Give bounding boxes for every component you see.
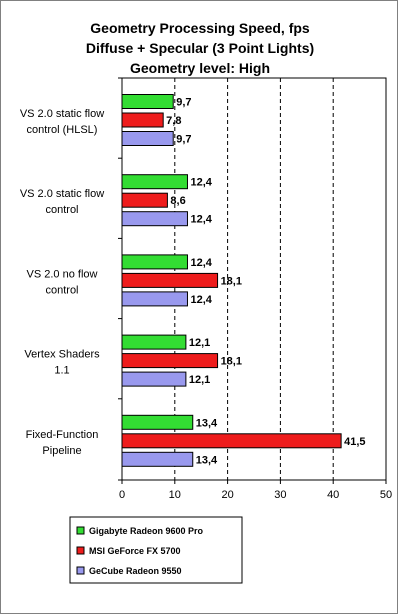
data-label-1-0: 12,4 bbox=[190, 177, 212, 189]
bar-1-2 bbox=[121, 211, 188, 227]
bar-1-0 bbox=[121, 174, 188, 190]
legend-label-0: Gigabyte Radeon 9600 Pro bbox=[89, 526, 204, 536]
bar-1-1 bbox=[121, 192, 168, 208]
bar-2-1 bbox=[121, 272, 219, 288]
x-tick-label-30: 30 bbox=[274, 489, 286, 501]
category-label-4-1: Pipeline bbox=[42, 445, 81, 457]
bar-0-0 bbox=[121, 94, 174, 109]
category-label-1-0: VS 2.0 static flow bbox=[20, 188, 104, 200]
bar-0-1 bbox=[121, 112, 164, 128]
data-label-0-2: 9,7 bbox=[176, 134, 191, 146]
data-label-2-1: 18,1 bbox=[221, 275, 242, 287]
bar-3-1 bbox=[121, 353, 219, 369]
data-label-3-0: 12,1 bbox=[189, 337, 210, 349]
x-tick-label-50: 50 bbox=[380, 489, 392, 501]
data-label-2-2: 12,4 bbox=[190, 294, 212, 306]
category-label-2-1: control bbox=[45, 284, 78, 296]
data-label-0-0: 9,7 bbox=[176, 97, 191, 109]
chart-title-line-0: Geometry Processing Speed, fps bbox=[90, 20, 310, 36]
bar-2-2 bbox=[121, 291, 188, 307]
data-label-4-1: 41,5 bbox=[344, 436, 365, 448]
category-label-0-0: VS 2.0 static flow bbox=[20, 108, 104, 120]
legend-box bbox=[69, 516, 243, 584]
bar-4-0 bbox=[121, 414, 194, 430]
legend-label-2: GeCube Radeon 9550 bbox=[89, 566, 182, 576]
category-label-0-1: control (HLSL) bbox=[27, 124, 98, 136]
legend-swatch-1 bbox=[76, 546, 85, 555]
bar-0-2 bbox=[121, 131, 174, 146]
legend-label-1: MSI GeForce FX 5700 bbox=[89, 546, 181, 556]
bar-3-2 bbox=[121, 371, 187, 387]
x-tick-label-10: 10 bbox=[169, 489, 181, 501]
category-label-1-1: control bbox=[45, 204, 78, 216]
bar-4-1 bbox=[121, 433, 342, 449]
data-label-1-2: 12,4 bbox=[190, 214, 212, 226]
data-label-2-0: 12,4 bbox=[190, 257, 212, 269]
data-label-1-1: 8,6 bbox=[170, 195, 185, 207]
chart-title-line-2: Geometry level: High bbox=[130, 60, 270, 76]
data-label-4-2: 13,4 bbox=[196, 454, 218, 466]
axes: VS 2.0 static flow control (HLSL) VS 2.0 s… bbox=[20, 77, 392, 501]
category-label-2-0: VS 2.0 no flow bbox=[27, 268, 98, 280]
legend-swatch-2 bbox=[76, 566, 85, 575]
data-label-3-1: 18,1 bbox=[221, 356, 242, 368]
x-tick-label-40: 40 bbox=[327, 489, 339, 501]
legend: Gigabyte Radeon 9600 Pro MSI GeForce FX 5… bbox=[69, 516, 243, 584]
legend-swatch-0 bbox=[76, 526, 85, 535]
data-label-3-2: 12,1 bbox=[189, 374, 210, 386]
x-tick-label-20: 20 bbox=[221, 489, 233, 501]
bars: 9,7 7,8 9,7 12,4 8,6 12,4 12,4 18,1 12,4 12,1 18,1… bbox=[121, 94, 366, 467]
x-tick-label-0: 0 bbox=[119, 489, 125, 501]
category-label-4-0: Fixed-Function bbox=[26, 429, 99, 441]
bar-3-0 bbox=[121, 334, 187, 350]
category-label-3-0: Vertex Shaders bbox=[24, 349, 100, 361]
bar-4-2 bbox=[121, 451, 194, 467]
data-label-0-1: 7,8 bbox=[166, 115, 181, 127]
chart-title: Geometry Processing Speed, fps Diffuse + … bbox=[86, 20, 314, 76]
bar-2-0 bbox=[121, 254, 188, 270]
data-label-4-0: 13,4 bbox=[196, 417, 218, 429]
chart-title-line-1: Diffuse + Specular (3 Point Lights) bbox=[86, 40, 314, 56]
category-label-3-1: 1.1 bbox=[54, 365, 69, 377]
